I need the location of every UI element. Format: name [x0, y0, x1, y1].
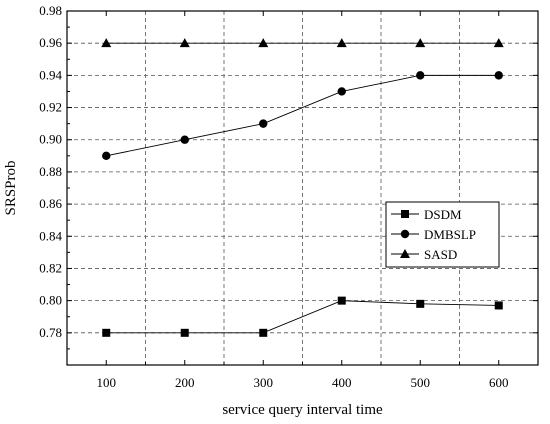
y-tick-label: 0.78 — [39, 325, 62, 340]
legend-label-dmbslp: DMBSLP — [424, 227, 476, 242]
data-point-sasd — [415, 38, 426, 48]
gridlines — [67, 10, 538, 365]
legend-label-dsdm: DSDM — [424, 207, 462, 222]
y-tick-label: 0.98 — [39, 3, 62, 18]
y-tick-label: 0.80 — [39, 293, 62, 308]
y-tick-label: 0.94 — [39, 67, 62, 82]
data-point-dsdm — [259, 328, 268, 337]
data-point-sasd — [336, 38, 347, 48]
data-point-dsdm — [416, 299, 425, 308]
data-point-dsdm — [102, 328, 111, 337]
x-tick-label: 600 — [489, 375, 509, 390]
series-line-dmbslp — [106, 74, 499, 157]
axis-ticks: 0.78 0.80 0.82 0.84 0.86 0.88 0.90 0.92 0.94 0.96… — [39, 3, 539, 390]
x-axis-title: service query interval time — [222, 402, 383, 418]
legend: DSDM DMBSLP SASD — [385, 201, 500, 268]
series-dsdm — [102, 296, 503, 337]
data-point-sasd — [493, 38, 504, 48]
data-point-sasd — [101, 38, 112, 48]
y-tick-label: 0.82 — [39, 260, 62, 275]
series-sasd — [101, 38, 504, 48]
data-point-dmbslp — [416, 71, 425, 80]
x-tick-label: 300 — [254, 375, 274, 390]
y-tick-label: 0.90 — [39, 132, 62, 147]
data-point-dmbslp — [180, 135, 189, 144]
data-point-dmbslp — [102, 151, 111, 161]
legend-marker-dmbslp — [400, 229, 410, 239]
legend-marker-dsdm — [401, 210, 409, 218]
data-point-dsdm — [337, 296, 346, 305]
x-tick-label: 200 — [175, 375, 195, 390]
y-tick-label: 0.88 — [39, 164, 62, 179]
data-point-sasd — [258, 38, 269, 48]
legend-marker-sasd — [400, 249, 410, 258]
x-tick-label: 400 — [332, 375, 352, 390]
y-tick-label: 0.84 — [39, 228, 62, 243]
x-tick-label: 500 — [411, 375, 431, 390]
y-tick-label: 0.92 — [39, 100, 62, 115]
data-point-dsdm — [180, 328, 189, 337]
y-tick-label: 0.96 — [39, 35, 62, 50]
data-point-dmbslp — [494, 71, 503, 80]
data-point-sasd — [179, 38, 190, 48]
x-tick-label: 100 — [97, 375, 117, 390]
series-dmbslp — [102, 71, 503, 161]
series-layer — [101, 38, 504, 337]
y-axis-title: SRSProb — [3, 160, 19, 215]
legend-label-sasd: SASD — [424, 247, 457, 262]
data-point-dmbslp — [337, 87, 346, 96]
data-point-dsdm — [494, 301, 503, 310]
y-tick-label: 0.86 — [39, 196, 62, 211]
data-point-dmbslp — [259, 119, 268, 128]
series-line-dsdm — [106, 300, 499, 334]
